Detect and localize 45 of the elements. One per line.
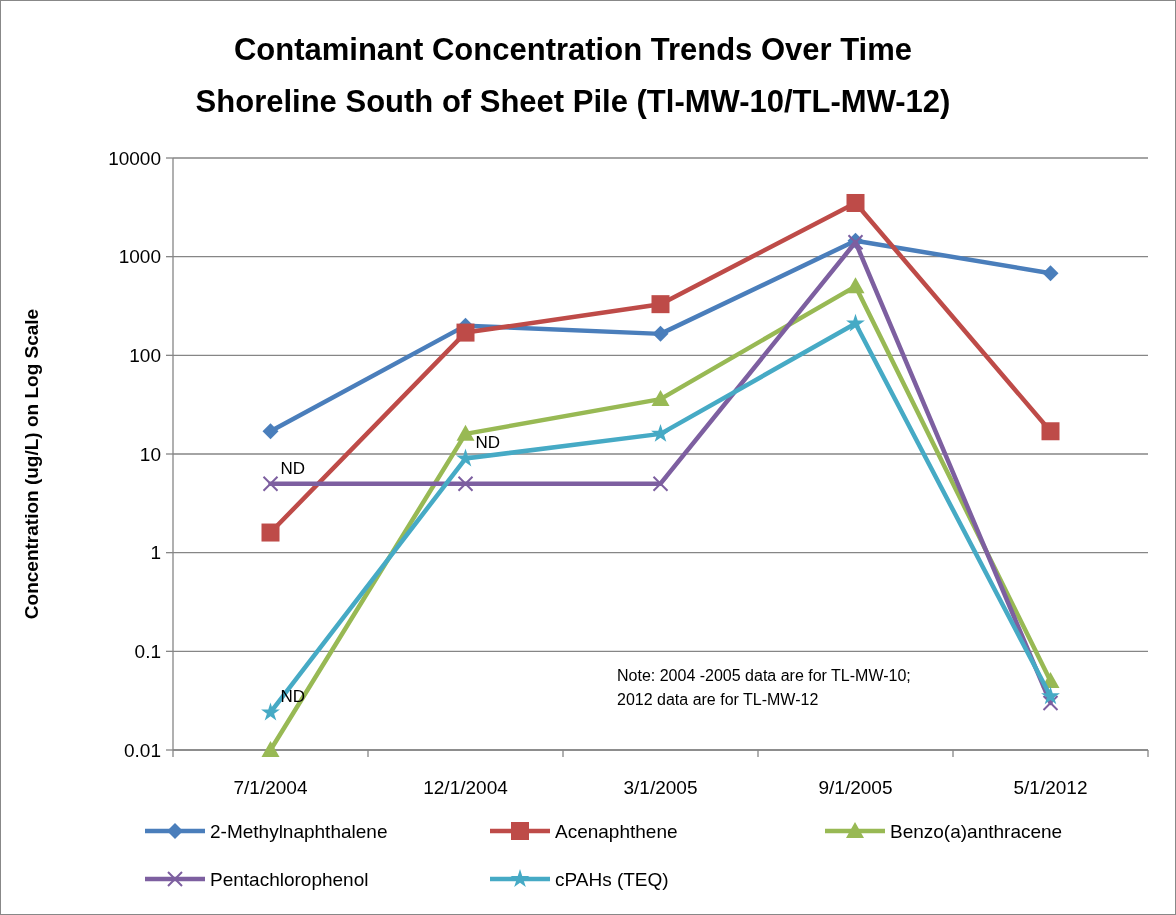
annotation: ND [280, 458, 306, 478]
point [1042, 694, 1059, 711]
x-tick-label: 5/1/2012 [1013, 777, 1088, 798]
y-tick-label: 100 [129, 344, 161, 366]
x-tick-label: 9/1/2005 [818, 777, 893, 798]
legend-label: 2-Methylnaphthalene [210, 820, 388, 842]
point [846, 313, 865, 332]
x-tick-label: 3/1/2005 [623, 777, 698, 798]
point [456, 448, 475, 467]
point [1042, 265, 1059, 282]
point [261, 741, 280, 757]
point [652, 475, 669, 492]
point [1041, 686, 1060, 705]
x-tick-label: 7/1/2004 [233, 777, 308, 798]
y-tick-label: 0.01 [124, 739, 161, 761]
y-tick-label: 1 [150, 542, 161, 564]
point [652, 325, 669, 342]
y-tick-label: 0.1 [134, 640, 161, 662]
point [1041, 422, 1060, 441]
point [651, 423, 670, 442]
point [261, 523, 280, 542]
chart-subtitle: Shoreline South of Sheet Pile (Tl-MW-10/TL-MW-12) [195, 84, 951, 119]
point [651, 295, 670, 314]
point [262, 475, 279, 492]
point [651, 390, 670, 407]
y-tick-label: 10000 [108, 147, 161, 169]
legend-label: Acenaphthene [555, 820, 678, 842]
x-tick-label: 12/1/2004 [423, 777, 509, 798]
point [262, 423, 279, 440]
y-axis-title: Concentration (ug/L) on Log Scale [21, 308, 42, 620]
point [456, 424, 475, 441]
y-tick-label: 10 [139, 443, 161, 465]
point [846, 277, 865, 294]
legend-label: cPAHs (TEQ) [555, 868, 669, 890]
chart-title: Contaminant Concentration Trends Over Time [233, 32, 913, 67]
annotation: 2012 data are for TL-MW-12 [617, 691, 819, 708]
point [457, 475, 474, 492]
point [456, 323, 475, 342]
point [261, 702, 280, 721]
annotation: ND [475, 433, 501, 453]
y-tick-label: 1000 [118, 246, 161, 268]
legend-label: Benzo(a)anthracene [890, 820, 1063, 842]
point [846, 193, 865, 212]
legend-label: Pentachlorophenol [210, 868, 369, 890]
annotation: Note: 2004 -2005 data are for TL-MW-10; [617, 667, 911, 684]
